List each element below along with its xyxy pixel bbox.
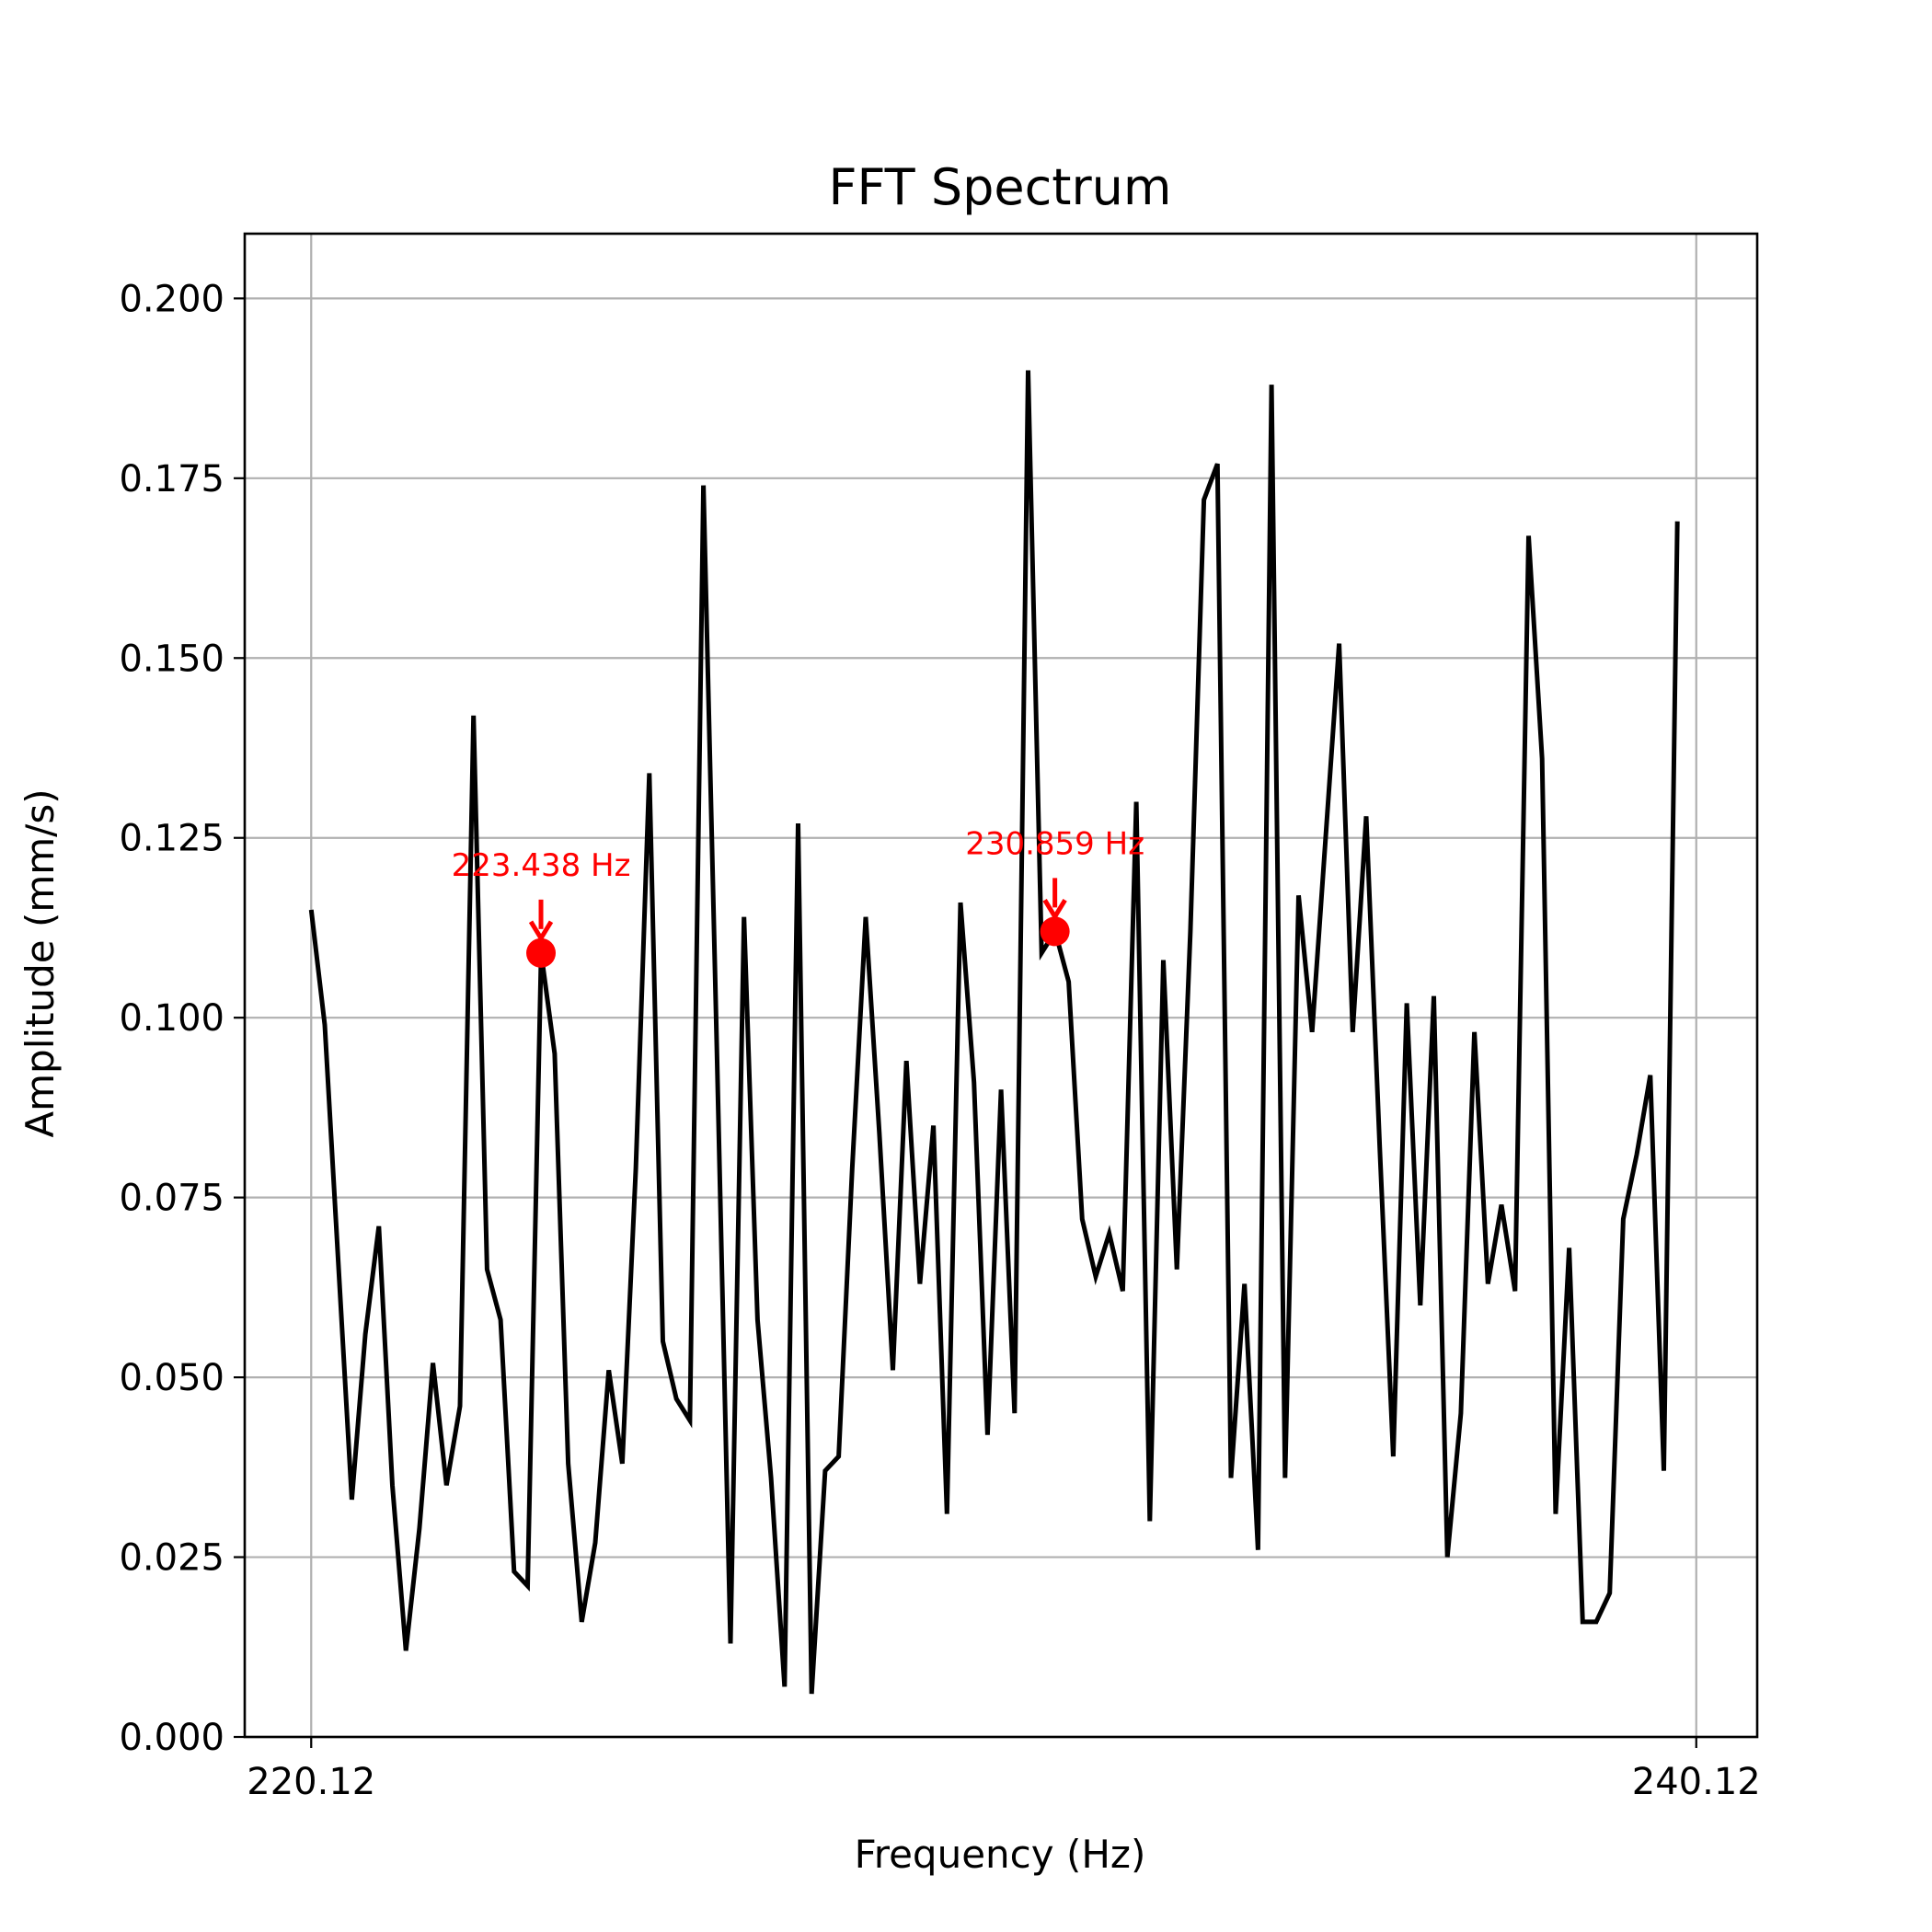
y-tick-label: 0.125 <box>119 818 224 860</box>
y-tick-label: 0.100 <box>119 997 224 1040</box>
y-tick-label: 0.075 <box>119 1178 224 1220</box>
ticks: 0.000 0.025 0.050 0.075 0.100 0.125 0.150 0.175… <box>119 278 1760 1803</box>
y-tick-label: 0.000 <box>119 1717 224 1759</box>
x-tick-label: 220.12 <box>247 1761 375 1803</box>
peak-arrow-head <box>528 920 554 943</box>
y-tick-label: 0.175 <box>119 458 224 500</box>
peak-label: 230.859 Hz <box>965 825 1144 862</box>
data-layer <box>308 370 1680 1695</box>
y-tick-label: 0.025 <box>119 1537 224 1580</box>
peak-label: 223.438 Hz <box>452 847 631 884</box>
plot-frame <box>243 232 1759 1739</box>
annotations: 223.438 Hz 230.859 Hz <box>452 825 1144 968</box>
y-tick-label: 0.150 <box>119 638 224 680</box>
x-tick-label: 240.12 <box>1632 1761 1761 1803</box>
y-axis-label: Amplitude (mm/s) <box>17 788 63 1137</box>
peak-marker <box>526 937 557 968</box>
y-tick-label: 0.200 <box>119 278 224 320</box>
chart-title: FFT Spectrum <box>829 158 1172 216</box>
x-axis-label: Frequency (Hz) <box>855 1832 1146 1877</box>
peak-arrow-head <box>1042 899 1067 922</box>
peak-marker <box>1040 916 1070 947</box>
y-tick-label: 0.050 <box>119 1357 224 1399</box>
grid <box>245 234 1757 1739</box>
spectrum-line <box>308 370 1680 1695</box>
